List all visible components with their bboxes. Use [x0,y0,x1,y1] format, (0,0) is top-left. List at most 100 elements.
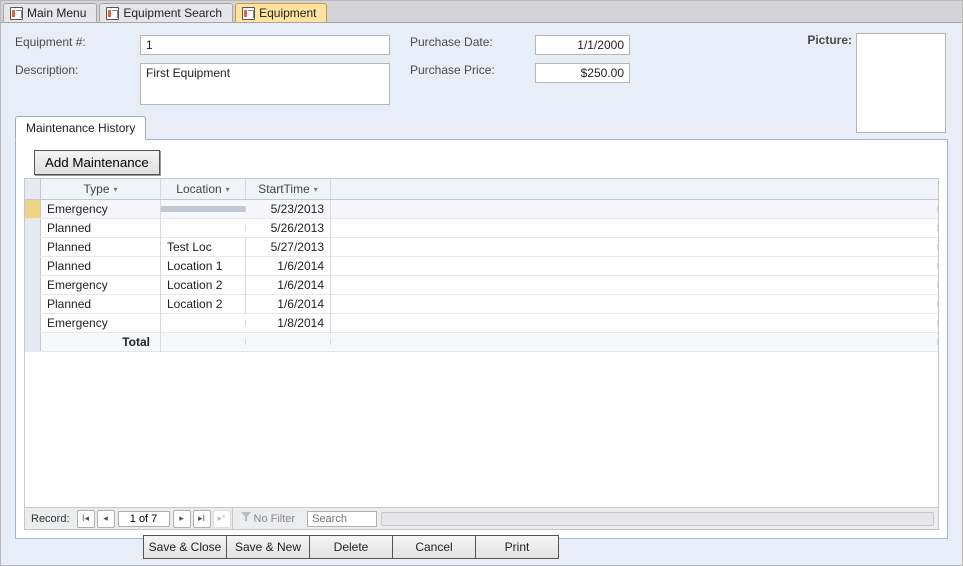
cell-starttime[interactable]: 5/26/2013 [246,218,331,238]
total-row: Total [25,333,938,352]
table-row[interactable]: PlannedLocation 21/6/2014 [25,295,938,314]
cell-location[interactable]: Location 2 [161,294,246,314]
row-selector[interactable] [25,257,41,275]
row-selector[interactable] [25,219,41,237]
tab-equipment[interactable]: Equipment [235,3,327,22]
maintenance-grid: Type▾ Location▾ StartTime▾ Emergency5/23… [24,178,939,508]
table-row[interactable]: PlannedLocation 11/6/2014 [25,257,938,276]
purchase-price-label: Purchase Price: [410,63,535,105]
header-spacer [331,179,938,199]
table-row[interactable]: Emergency 1/8/2014 [25,314,938,333]
row-selector[interactable] [25,295,41,313]
funnel-icon [241,512,251,525]
tab-label: Equipment Search [123,6,222,20]
print-button[interactable]: Print [475,535,559,559]
save-close-button[interactable]: Save & Close [143,535,227,559]
col-type[interactable]: Type▾ [41,179,161,199]
cell-spacer [331,339,938,345]
form-toolbar: Save & Close Save & New Delete Cancel Pr… [143,535,559,559]
cell-location[interactable]: Location 1 [161,256,246,276]
record-navigator: Record: I◂ ◂ ▸ ▸I ▸* No Filter [24,508,939,530]
description-field[interactable]: First Equipment [140,63,390,105]
cell-spacer [331,225,938,231]
cancel-button[interactable]: Cancel [392,535,476,559]
purchase-price-field[interactable]: $250.00 [535,63,630,83]
filter-indicator[interactable]: No Filter [232,508,304,529]
tab-maintenance-history[interactable]: Maintenance History [15,116,146,140]
search-field[interactable] [307,511,377,527]
dropdown-icon: ▾ [314,185,318,194]
select-all-handle[interactable] [25,179,41,199]
cell-location[interactable] [161,320,246,326]
table-row[interactable]: EmergencyLocation 21/6/2014 [25,276,938,295]
cell-spacer [331,282,938,288]
row-selector [25,333,41,351]
table-row[interactable]: PlannedTest Loc5/27/2013 [25,238,938,257]
cell-starttime[interactable]: 5/23/2013 [246,200,331,219]
document-tabbar: Main Menu Equipment Search Equipment [1,1,962,23]
cell-starttime[interactable]: 1/6/2014 [246,275,331,295]
picture-box[interactable] [856,33,946,133]
grid-body: Emergency5/23/2013Planned5/26/2013Planne… [25,200,938,507]
cell-type[interactable]: Planned [41,218,161,238]
tab-label: Main Menu [27,6,86,20]
cell-type[interactable]: Planned [41,256,161,276]
row-selector[interactable] [25,314,41,332]
cell-type[interactable]: Planned [41,294,161,314]
nav-next-button[interactable]: ▸ [173,510,191,528]
row-selector[interactable] [25,238,41,256]
table-row[interactable]: Planned 5/26/2013 [25,219,938,238]
cell-type[interactable]: Emergency [41,275,161,295]
row-selector[interactable] [25,200,41,218]
cell-spacer [331,320,938,326]
delete-button[interactable]: Delete [309,535,393,559]
cell-location[interactable] [161,225,246,231]
cell-starttime[interactable]: 1/6/2014 [246,256,331,276]
col-label: Type [83,182,109,196]
filter-text: No Filter [254,513,296,525]
row-selector[interactable] [25,276,41,294]
subform-maintenance: Add Maintenance Type▾ Location▾ StartTim… [15,139,948,539]
col-location[interactable]: Location ▾ [161,179,246,199]
total-label: Total [41,332,161,352]
cell-starttime[interactable]: 5/27/2013 [246,237,331,257]
cell [161,339,246,345]
tab-main-menu[interactable]: Main Menu [3,3,97,22]
nav-first-button[interactable]: I◂ [77,510,95,528]
form-icon [10,7,23,20]
horizontal-scrollbar[interactable] [381,512,934,526]
cell-location[interactable]: Location 2 [161,275,246,295]
cell-type[interactable]: Emergency [41,200,161,219]
cell-starttime[interactable]: 1/8/2014 [246,313,331,333]
picture-label: Picture: [807,33,852,47]
nav-prev-button[interactable]: ◂ [97,510,115,528]
equipment-no-label: Equipment #: [15,35,140,55]
cell-spacer [331,244,938,250]
record-label: Record: [25,513,76,525]
purchase-date-label: Purchase Date: [410,35,535,55]
col-starttime[interactable]: StartTime▾ [246,179,331,199]
purchase-date-field[interactable]: 1/1/2000 [535,35,630,55]
table-row[interactable]: Emergency 5/23/2013 [25,200,938,219]
form-icon [242,7,255,20]
cell-spacer [331,301,938,307]
cell-type[interactable]: Planned [41,237,161,257]
cell-location[interactable] [161,206,246,212]
tab-equipment-search[interactable]: Equipment Search [99,3,233,22]
equipment-no-field[interactable]: 1 [140,35,390,55]
save-new-button[interactable]: Save & New [226,535,310,559]
cell-location[interactable]: Test Loc [161,237,246,257]
cell-type[interactable]: Emergency [41,313,161,333]
nav-new-button[interactable]: ▸* [213,510,231,528]
col-label: Location [176,182,221,196]
cell-starttime[interactable]: 1/6/2014 [246,294,331,314]
nav-last-button[interactable]: ▸I [193,510,211,528]
subform-tabs: Maintenance History [15,115,948,139]
cell-spacer [331,263,938,269]
cell [246,339,331,345]
cell-spacer [331,206,938,212]
dropdown-icon: ▾ [226,185,230,194]
app-window: Main Menu Equipment Search Equipment Equ… [0,0,963,566]
add-maintenance-button[interactable]: Add Maintenance [34,150,160,175]
record-position-field[interactable] [118,511,170,527]
